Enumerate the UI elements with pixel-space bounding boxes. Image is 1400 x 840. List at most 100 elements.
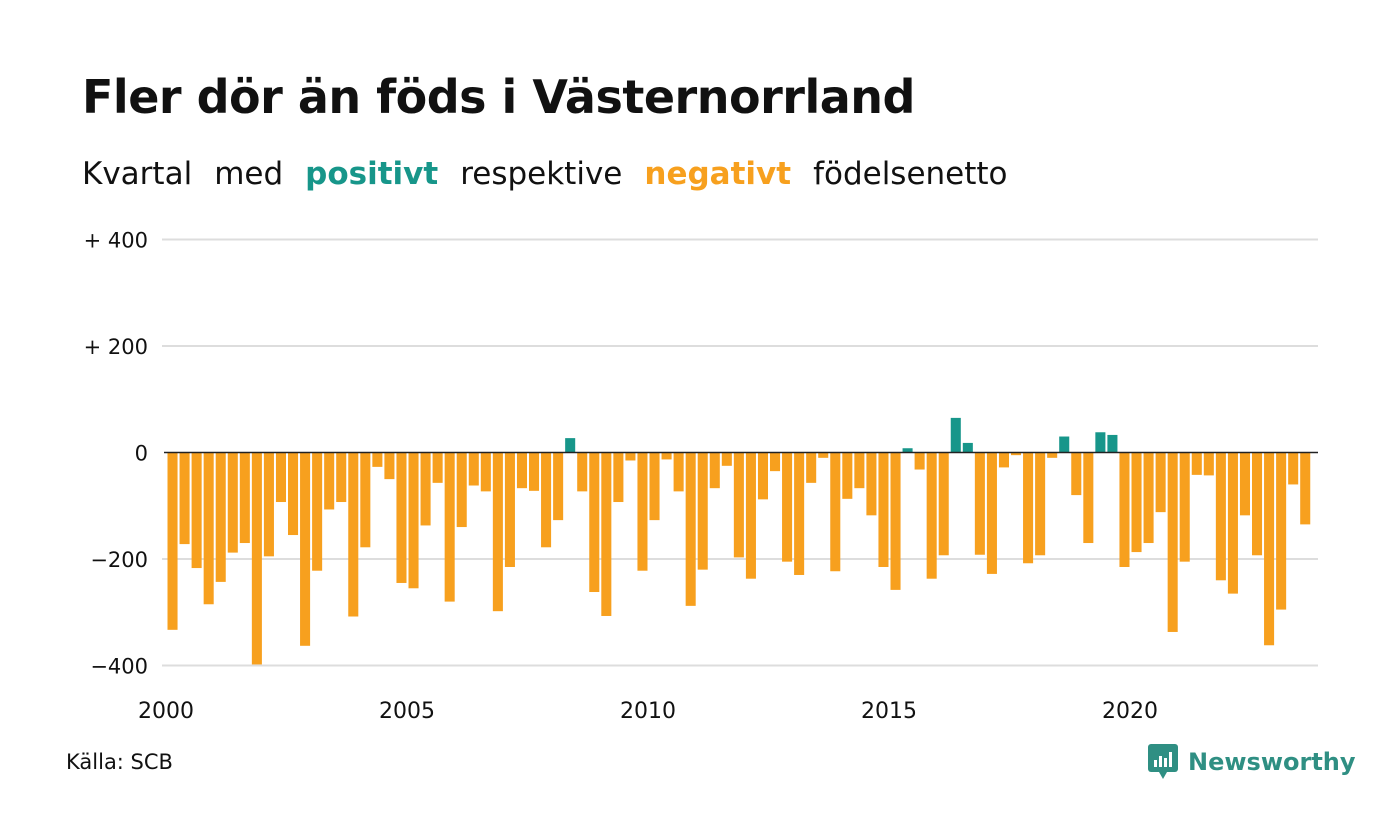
- y-tick-label: 0: [135, 442, 148, 466]
- bar-negative: [1035, 452, 1046, 556]
- bar-negative: [203, 452, 214, 605]
- x-tick-label: 2000: [138, 699, 194, 724]
- bar-negative: [227, 452, 238, 553]
- bar-negative: [806, 452, 817, 483]
- bar-negative: [529, 452, 540, 491]
- bar-negative: [1227, 452, 1238, 594]
- subtitle-negative-label: negativt: [644, 156, 792, 192]
- bar-negative: [770, 452, 781, 472]
- bar-negative: [1131, 452, 1142, 553]
- bar-negative: [420, 452, 431, 526]
- bar-negative: [685, 452, 696, 606]
- bar-negative: [709, 452, 720, 489]
- bar-negative: [794, 452, 805, 575]
- bar-negative: [1047, 452, 1058, 458]
- bar-negative: [625, 452, 636, 461]
- bar-negative: [372, 452, 383, 467]
- x-tick-label: 2020: [1102, 699, 1158, 724]
- bar-positive: [962, 442, 973, 453]
- bar-chart: + 400 + 200 0 −200 −400 2000 2005 2010 2015 2020: [84, 229, 1318, 724]
- subtitle-positive-label: positivt: [305, 156, 439, 192]
- bar-negative: [1300, 452, 1311, 525]
- bar-negative: [613, 452, 624, 503]
- newsworthy-logo-icon: [1148, 744, 1178, 779]
- bar-negative: [938, 452, 949, 556]
- y-tick-label: −200: [90, 548, 148, 572]
- bar-negative: [1191, 452, 1202, 475]
- bar-negative: [1155, 452, 1166, 513]
- bar-negative: [251, 452, 262, 665]
- newsworthy-logo: Newsworthy: [1148, 744, 1356, 780]
- bar-negative: [830, 452, 841, 572]
- bar-negative: [541, 452, 552, 548]
- bar-negative: [1083, 452, 1094, 544]
- bar-positive: [1107, 434, 1118, 453]
- bar-negative: [1252, 452, 1263, 556]
- bar-negative: [1179, 452, 1190, 562]
- bar-negative: [312, 452, 323, 571]
- bar-negative: [589, 452, 600, 593]
- bar-negative: [854, 452, 865, 489]
- bar-negative: [179, 452, 190, 545]
- bar-positive: [950, 417, 961, 453]
- bar-negative: [504, 452, 515, 567]
- bar-negative: [818, 452, 829, 458]
- bar-negative: [697, 452, 708, 570]
- bar-negative: [649, 452, 660, 521]
- x-tick-label: 2015: [861, 699, 917, 724]
- subtitle-word: födelsenetto: [813, 156, 1008, 192]
- bar-negative: [601, 452, 612, 616]
- bar-negative: [1011, 452, 1022, 456]
- bar-negative: [191, 452, 202, 569]
- bar-negative: [408, 452, 419, 589]
- subtitle-word: Kvartal: [82, 156, 193, 192]
- y-tick-label: −400: [90, 655, 148, 679]
- bar-negative: [1264, 452, 1275, 646]
- bar-negative: [1215, 452, 1226, 581]
- bar-negative: [275, 452, 286, 503]
- bar-negative: [263, 452, 274, 557]
- bar-negative: [782, 452, 793, 562]
- bar-negative: [215, 452, 226, 582]
- bar-negative: [167, 452, 178, 630]
- bar-negative: [1203, 452, 1214, 476]
- x-tick-label: 2005: [379, 699, 435, 724]
- bar-negative: [553, 452, 564, 521]
- bar-negative: [432, 452, 443, 483]
- bar-negative: [444, 452, 455, 602]
- bar-negative: [998, 452, 1009, 468]
- bar-positive: [1059, 436, 1070, 453]
- y-tick-label: + 200: [84, 335, 148, 359]
- bar-negative: [637, 452, 648, 571]
- bar-negative: [914, 452, 925, 470]
- bar-negative: [480, 452, 491, 492]
- bar-negative: [890, 452, 901, 590]
- bar-negative: [492, 452, 503, 612]
- chart-title: Fler dör än föds i Västernorrland: [82, 70, 915, 124]
- bar-negative: [360, 452, 371, 548]
- bar-negative: [456, 452, 467, 528]
- bar-positive: [565, 438, 576, 453]
- bar-negative: [986, 452, 997, 574]
- bar-negative: [396, 452, 407, 583]
- source-note: Källa: SCB: [66, 750, 173, 774]
- x-tick-label: 2010: [620, 699, 676, 724]
- bar-negative: [926, 452, 937, 579]
- logo-text: Newsworthy: [1188, 748, 1356, 776]
- bar-negative: [348, 452, 359, 617]
- bar-negative: [1143, 452, 1154, 544]
- bar-negative: [336, 452, 347, 503]
- bar-negative: [878, 452, 889, 567]
- bar-negative: [1239, 452, 1250, 516]
- bar-negative: [745, 452, 756, 579]
- bar-negative: [1071, 452, 1082, 496]
- y-tick-label: + 400: [84, 229, 148, 253]
- chart-subtitle: Kvartal med positivt respektive negativt föde…: [82, 156, 1030, 192]
- bar-negative: [866, 452, 877, 516]
- subtitle-word: med: [214, 156, 284, 192]
- bar-negative: [974, 452, 985, 555]
- bar-negative: [468, 452, 479, 486]
- bar-negative: [516, 452, 527, 489]
- subtitle-word: respektive: [460, 156, 623, 192]
- bar-negative: [324, 452, 335, 510]
